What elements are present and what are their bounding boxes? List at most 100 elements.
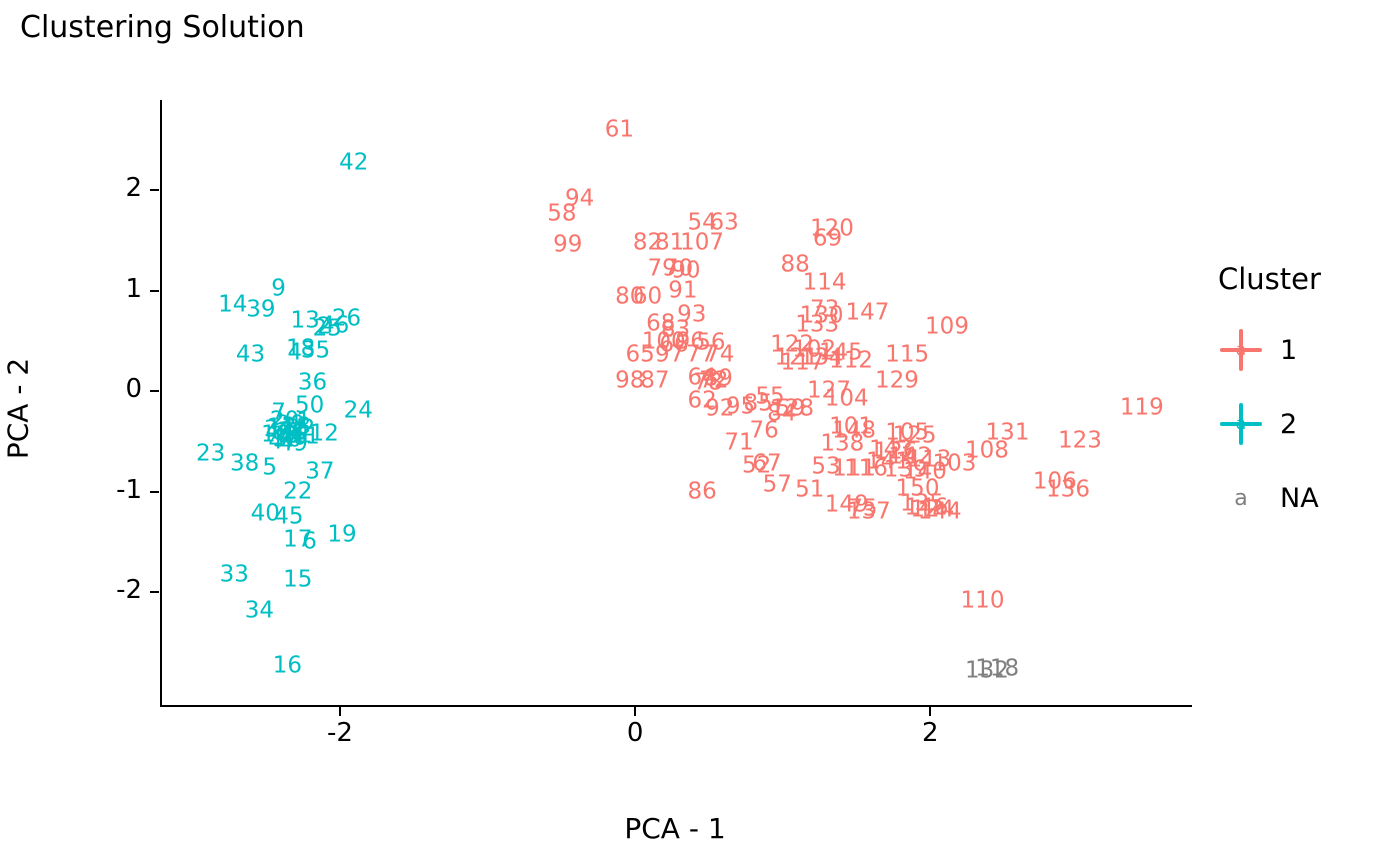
data-point-label: 47 (268, 428, 298, 455)
legend-item-label: NA (1280, 482, 1319, 514)
data-point-label: 67 (752, 450, 782, 477)
data-point-label: 125 (892, 422, 937, 449)
data-point-label: 120 (809, 215, 854, 242)
data-point-label: 145 (818, 339, 863, 366)
data-point-label: 93 (677, 301, 707, 328)
data-point-label: 76 (749, 417, 779, 444)
data-point-label: 50 (294, 392, 325, 418)
data-point-label: 29 (275, 411, 306, 438)
data-point-label: 70 (663, 255, 694, 282)
data-point-label: 124 (910, 496, 955, 523)
y-tick-label: -2 (116, 575, 142, 606)
y-tick-mark (150, 189, 159, 192)
data-point-label: 119 (1119, 394, 1164, 420)
data-point-label: 32 (286, 415, 316, 442)
data-point-label: 21 (283, 422, 313, 449)
y-tick-label: 1 (125, 273, 142, 304)
x-axis-label: PCA - 1 (624, 812, 726, 845)
data-point-label: 44 (265, 418, 295, 445)
data-point-label: 15 (283, 566, 313, 593)
data-point-label: 92 (705, 395, 735, 421)
data-point-label: 96 (675, 328, 705, 355)
data-point-label: 128 (770, 395, 815, 421)
data-point-label: 121 (774, 344, 819, 371)
data-point-label: 24 (343, 397, 373, 423)
data-point-label: 87 (640, 367, 670, 394)
y-tick-mark (150, 289, 159, 292)
legend-item-label: 1 (1280, 334, 1298, 366)
y-tick-label: 2 (125, 173, 142, 204)
data-point-label: 103 (932, 450, 977, 477)
data-point-label: 146 (904, 494, 949, 521)
data-point-label: 46 (320, 312, 350, 339)
data-point-label: 107 (680, 229, 725, 256)
data-point-label: 74 (705, 341, 735, 368)
data-point-label: 149 (824, 491, 869, 518)
data-point-label: 64 (687, 364, 717, 391)
data-point-label: 85 (743, 390, 773, 416)
data-point-label: 69 (812, 225, 843, 252)
data-point-label: 97 (654, 341, 685, 368)
data-point-label: 26 (331, 305, 362, 332)
data-point-label: 61 (604, 116, 635, 143)
legend-title: Cluster (1218, 262, 1321, 296)
data-point-label: 138 (820, 430, 865, 457)
data-point-label: 11 (266, 414, 297, 441)
legend-key-icon: a (1218, 475, 1264, 521)
data-point-label: 111 (832, 455, 877, 482)
x-tick-label: 2 (922, 718, 939, 748)
x-tick-mark (339, 707, 341, 716)
data-point-label: 89 (703, 365, 733, 392)
data-point-label: 115 (885, 341, 930, 368)
data-point-label: 137 (846, 498, 891, 525)
data-point-label: 99 (553, 231, 583, 258)
data-point-label: 116 (843, 455, 888, 482)
data-point-label: 55 (755, 383, 785, 409)
data-point-label: 38 (229, 450, 260, 477)
key-crossbar-horizontal (1220, 422, 1262, 426)
y-tick-mark (150, 591, 159, 594)
data-point-label: 105 (885, 419, 930, 446)
data-point-label: 140 (902, 458, 947, 485)
data-point-label: 40 (250, 500, 280, 527)
data-point-label: 91 (668, 277, 698, 304)
data-point-label: 106 (1032, 468, 1077, 495)
data-point-label: 3 (263, 416, 279, 443)
data-point-label: 5 (262, 454, 278, 481)
data-point-label: 135 (900, 490, 944, 517)
data-point-label: 113 (907, 446, 952, 473)
data-point-label: 63 (709, 209, 739, 236)
key-a-glyph: a (1234, 485, 1248, 511)
data-point-label: 147 (845, 299, 890, 326)
data-point-label: 127 (807, 377, 851, 404)
data-point-label: 83 (660, 316, 691, 343)
data-point-label: 56 (696, 329, 726, 356)
data-point-label: 27 (274, 419, 304, 446)
data-point-label: 25 (312, 315, 342, 342)
data-point-label: 2 (316, 313, 332, 340)
data-point-label: 72 (699, 367, 729, 394)
data-point-label: 12 (309, 420, 339, 447)
legend-key-icon: a (1218, 327, 1264, 373)
data-point-label: 53 (811, 453, 841, 480)
legend-key-icon: a (1218, 401, 1264, 447)
data-point-label: 57 (762, 471, 792, 498)
data-point-label: 81 (654, 229, 685, 256)
data-point-label: 1 (296, 408, 312, 435)
data-point-label: 88 (780, 251, 810, 278)
data-point-label: 131 (985, 419, 1030, 446)
data-point-label: 112 (829, 347, 874, 374)
data-point-label: 10 (260, 421, 291, 448)
data-point-label: 42 (339, 149, 369, 176)
data-point-label: 16 (272, 652, 303, 679)
data-point-label: 114 (802, 269, 847, 296)
data-point-label: 117 (780, 349, 825, 376)
data-point-label: 9 (271, 275, 286, 302)
data-point-label: 143 (869, 436, 913, 463)
data-point-label: 4 (287, 339, 303, 366)
data-point-label: 133 (795, 311, 840, 338)
data-point-label: 31 (277, 418, 307, 445)
data-point-label: 95 (725, 393, 756, 419)
